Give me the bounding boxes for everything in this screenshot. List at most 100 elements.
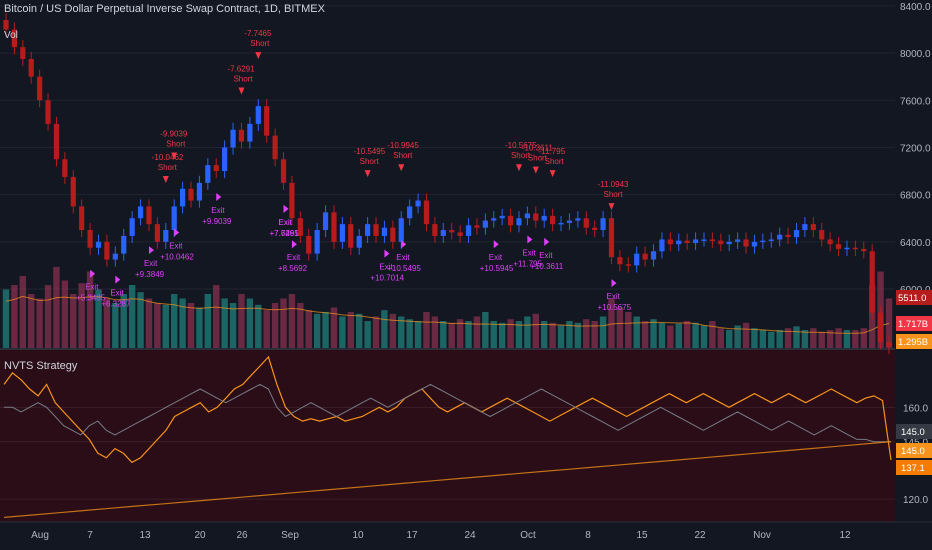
candle-body <box>676 240 682 245</box>
volume-bar <box>524 316 531 348</box>
volume-bar <box>53 267 60 348</box>
volume-bar <box>406 319 413 348</box>
candle-body <box>827 239 833 245</box>
candle-body <box>70 176 76 207</box>
exit-signal-value: +5.3485 <box>76 294 106 303</box>
candle-body <box>222 147 228 172</box>
exit-flag-icon <box>527 235 533 244</box>
volume-bar <box>860 328 867 348</box>
candle-body <box>129 218 135 236</box>
exit-flag-icon <box>90 269 96 278</box>
volume-bar <box>170 294 178 348</box>
exit-signal-value: +9.9039 <box>202 217 232 226</box>
candle-body <box>667 239 673 245</box>
volume-bar <box>120 294 127 348</box>
exit-flag-icon <box>174 228 180 237</box>
volume-bar <box>70 294 77 348</box>
volume-bar <box>339 316 346 348</box>
candle-body <box>11 29 18 48</box>
candle-body <box>45 100 51 124</box>
volume-bar <box>322 312 329 348</box>
exit-signal-value: +10.5675 <box>597 303 631 312</box>
volume-bar <box>742 322 750 348</box>
volume-bar <box>768 331 775 348</box>
volume-bar <box>793 326 800 348</box>
candle-body <box>592 227 598 231</box>
volume-bar <box>381 310 388 348</box>
candle-body <box>533 213 539 221</box>
short-arrow-icon <box>532 166 539 174</box>
short-arrow-icon <box>238 87 245 95</box>
short-signal-value: -7.7465 <box>244 29 272 38</box>
volume-bar <box>465 321 472 348</box>
exit-flag-icon <box>384 249 390 258</box>
indicator-badge-value: 137.1 <box>901 463 925 474</box>
volume-bar <box>448 322 455 348</box>
indicator-badge <box>896 424 932 439</box>
candle-body <box>642 253 648 260</box>
volume-bar <box>297 303 304 348</box>
volume-bar <box>675 323 682 348</box>
indicator-tick-label: 160.0 <box>903 403 928 414</box>
volume-bar <box>154 303 161 348</box>
volume-bar <box>507 319 514 348</box>
volume-bar <box>717 328 725 348</box>
candle-body <box>785 234 791 238</box>
exit-flag-icon <box>611 279 617 288</box>
x-tick-label: 13 <box>139 530 151 541</box>
x-tick-label: Aug <box>31 530 49 541</box>
candle-body <box>465 225 472 236</box>
volume-bar <box>473 316 481 348</box>
candle-body <box>457 232 463 236</box>
candle-body <box>112 253 118 260</box>
candle-body <box>701 239 707 241</box>
volume-bar <box>852 330 859 348</box>
strategy-name: NVTS Strategy <box>4 360 78 372</box>
candle-body <box>280 159 287 183</box>
candle-body <box>802 224 808 231</box>
volume-bar <box>700 325 708 348</box>
exit-flag-icon <box>544 237 550 246</box>
candle-body <box>516 218 522 226</box>
candle-body <box>255 106 261 124</box>
volume-bar <box>128 285 136 348</box>
price-badge <box>896 290 932 305</box>
volume-bar <box>255 304 262 348</box>
candle-body <box>777 234 783 240</box>
volume-bar <box>145 298 153 348</box>
exit-signal-value: +7.7465 <box>270 229 300 238</box>
x-tick-label: 12 <box>839 530 851 541</box>
candle-body <box>373 224 379 236</box>
y-tick-label: 8400.0 <box>900 2 931 13</box>
candle-body <box>625 264 631 266</box>
short-arrow-icon <box>171 152 178 160</box>
volume-bar <box>330 307 338 348</box>
short-signal-label: Short <box>528 154 548 163</box>
candle-body <box>617 257 623 265</box>
short-signal-value: -10.5495 <box>354 147 386 156</box>
indicator-badge <box>896 443 932 458</box>
candle-body <box>87 230 93 248</box>
candle-body <box>314 230 320 254</box>
short-arrow-icon <box>549 170 556 178</box>
exit-signal-label: Exit <box>539 251 553 260</box>
volume-bar <box>356 313 363 348</box>
candle-body <box>154 224 160 242</box>
candle-body <box>205 165 211 183</box>
volume-bar <box>246 298 254 348</box>
exit-signal-label: Exit <box>379 263 393 272</box>
exit-signal-value: +11.795 <box>513 260 542 269</box>
short-signal-label: Short <box>545 157 565 166</box>
candle-body <box>137 206 144 219</box>
candle-body <box>861 248 867 252</box>
candle-body <box>507 215 514 226</box>
short-arrow-icon <box>255 52 262 60</box>
volume-bar <box>641 321 649 348</box>
short-signal-label: Short <box>158 163 178 172</box>
candle-body <box>339 224 345 242</box>
volume-bar <box>591 321 598 348</box>
candle-body <box>524 213 530 219</box>
exit-signal-label: Exit <box>606 292 620 301</box>
indicator-badge-value: 145.0 <box>901 446 925 457</box>
